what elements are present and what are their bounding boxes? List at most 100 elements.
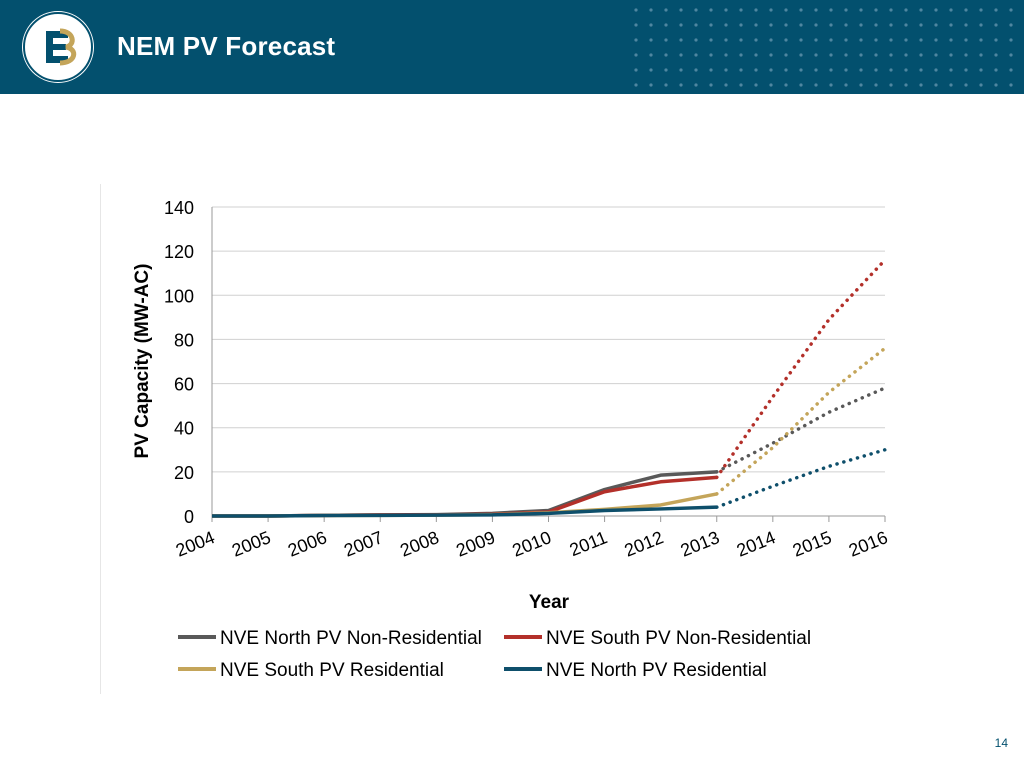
header-dot — [799, 23, 803, 27]
header-dot — [964, 23, 968, 27]
y-tick-label: 0 — [184, 507, 194, 527]
header-dot — [784, 8, 788, 12]
y-tick-label: 40 — [174, 419, 194, 439]
header-dot — [979, 8, 983, 12]
header-dot — [889, 53, 893, 57]
header-dot — [799, 38, 803, 42]
header-dot — [874, 68, 878, 72]
header-dot — [769, 68, 773, 72]
header-dot — [979, 83, 983, 87]
header-dot — [724, 53, 728, 57]
header-dot — [679, 83, 683, 87]
header-dot — [709, 23, 713, 27]
header-dot — [754, 83, 758, 87]
header-dot — [769, 83, 773, 87]
header-dot — [694, 83, 698, 87]
header-dot — [934, 23, 938, 27]
header-dot — [724, 83, 728, 87]
header-dot — [919, 83, 923, 87]
header-dot — [814, 8, 818, 12]
x-axis-title: Year — [529, 592, 570, 613]
e3-logo — [22, 11, 94, 83]
header-dot — [829, 23, 833, 27]
header-dot — [844, 83, 848, 87]
header-dot — [859, 38, 863, 42]
header-dot — [1009, 23, 1013, 27]
header-dot — [934, 68, 938, 72]
header-dot — [994, 8, 998, 12]
header-dot — [724, 23, 728, 27]
header-dot — [859, 68, 863, 72]
slide-header: NEM PV Forecast — [0, 0, 1024, 94]
header-dot — [739, 8, 743, 12]
header-dot — [919, 68, 923, 72]
legend-label: NVE North PV Residential — [546, 660, 767, 681]
header-dot — [739, 53, 743, 57]
header-dot — [814, 83, 818, 87]
header-dot — [964, 83, 968, 87]
header-dot — [799, 68, 803, 72]
header-dot — [799, 53, 803, 57]
header-dot — [724, 68, 728, 72]
header-dot — [694, 38, 698, 42]
header-dot — [694, 23, 698, 27]
series-line-forecast — [715, 346, 887, 496]
header-dot — [1009, 38, 1013, 42]
x-tick-label: 2011 — [567, 527, 610, 560]
header-dot — [1009, 83, 1013, 87]
header-dot — [724, 8, 728, 12]
header-dot — [769, 8, 773, 12]
header-dot — [814, 38, 818, 42]
header-dot — [904, 38, 908, 42]
header-dot — [649, 53, 653, 57]
header-dot — [934, 53, 938, 57]
header-dot — [829, 53, 833, 57]
header-dot — [904, 8, 908, 12]
header-dot — [649, 38, 653, 42]
header-dot — [919, 23, 923, 27]
header-dot — [814, 23, 818, 27]
page-title: NEM PV Forecast — [117, 31, 336, 61]
header-dot — [994, 38, 998, 42]
x-tick-label: 2015 — [790, 527, 835, 561]
header-dot — [934, 8, 938, 12]
header-dot — [754, 68, 758, 72]
header-dot — [994, 68, 998, 72]
y-tick-label: 20 — [174, 463, 194, 483]
header-dot — [754, 8, 758, 12]
header-dot — [904, 68, 908, 72]
header-dot — [709, 38, 713, 42]
header-dot — [649, 23, 653, 27]
series-line-historical — [212, 505, 717, 518]
chart-frame-divider — [100, 184, 101, 694]
header-dot — [949, 53, 953, 57]
header-dot — [889, 8, 893, 12]
header-dot — [949, 68, 953, 72]
x-tick-label: 2016 — [846, 527, 891, 561]
header-dot — [919, 38, 923, 42]
header-dot — [634, 83, 638, 87]
x-tick-label: 2013 — [678, 527, 723, 561]
header-dot — [859, 8, 863, 12]
header-dot — [844, 8, 848, 12]
header-dot — [784, 68, 788, 72]
header-dot — [859, 53, 863, 57]
header-dot — [649, 8, 653, 12]
header-dot-pattern — [634, 8, 1013, 87]
header-dot — [979, 23, 983, 27]
header-dot — [724, 38, 728, 42]
header-dot — [784, 83, 788, 87]
header-dot — [664, 68, 668, 72]
header-dot — [934, 38, 938, 42]
header-dot — [769, 53, 773, 57]
header-dot — [844, 53, 848, 57]
header-dot — [844, 68, 848, 72]
header-dot — [769, 38, 773, 42]
series-line-forecast — [715, 386, 887, 474]
header-dot — [664, 53, 668, 57]
y-tick-label: 100 — [164, 286, 194, 306]
header-dot — [859, 83, 863, 87]
x-tick-label: 2004 — [173, 527, 218, 561]
x-tick-label: 2014 — [734, 527, 779, 561]
